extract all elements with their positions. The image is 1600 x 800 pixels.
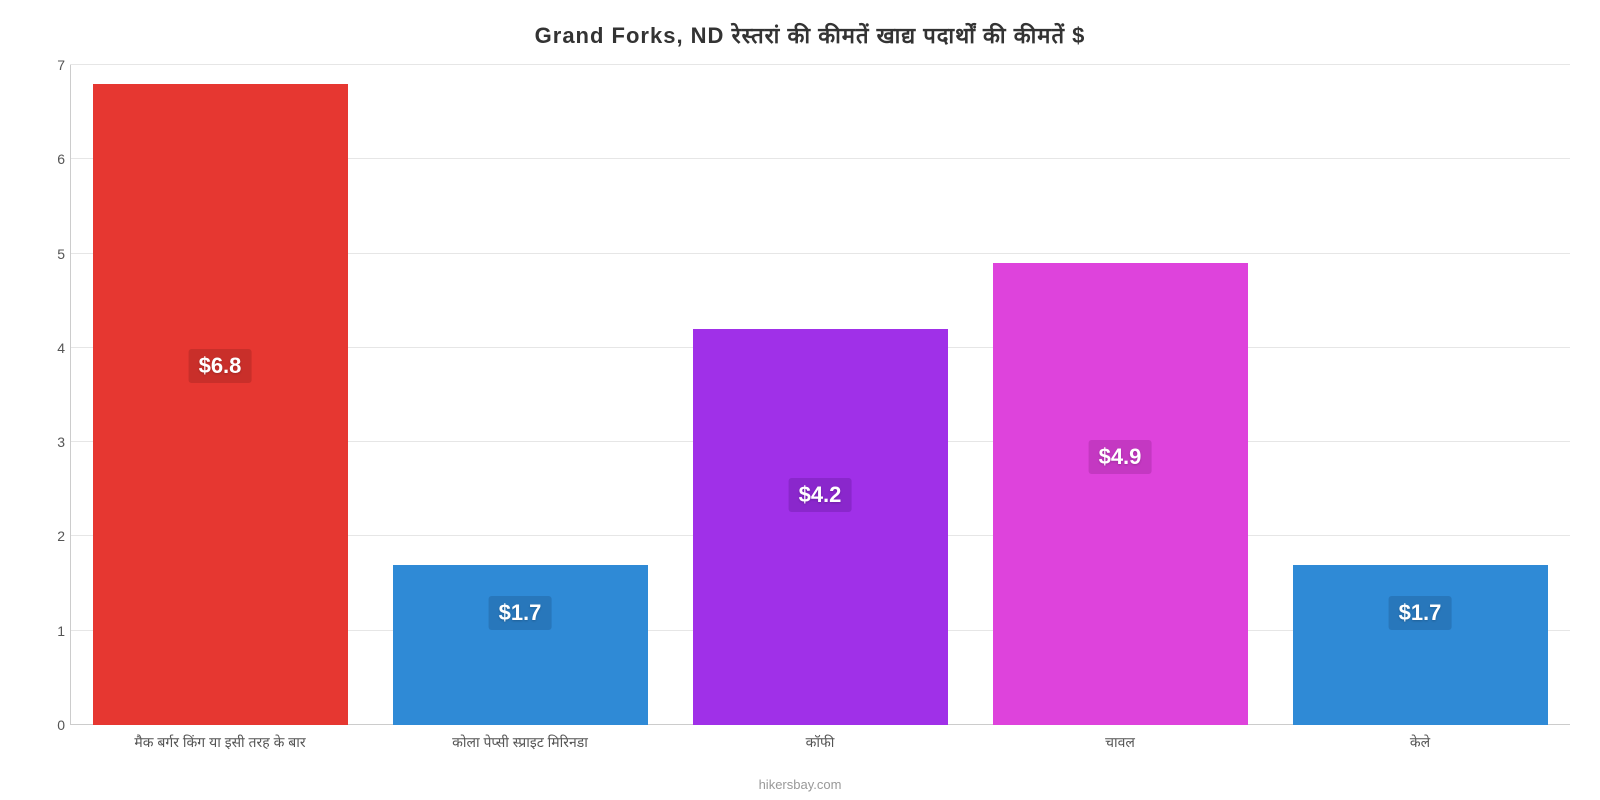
y-tick: 0 xyxy=(57,717,65,733)
plot-area: 01234567 $6.8मैक बर्गर किंग या इसी तरह क… xyxy=(70,65,1570,725)
price-chart: Grand Forks, ND रेस्तरां की कीमतें खाद्य… xyxy=(0,0,1600,800)
bar: $4.9 xyxy=(993,263,1248,725)
bar: $1.7 xyxy=(393,565,648,725)
bar-slot: $6.8मैक बर्गर किंग या इसी तरह के बार xyxy=(70,65,370,725)
bar: $1.7 xyxy=(1293,565,1548,725)
bar-slot: $4.9चावल xyxy=(970,65,1270,725)
y-tick: 3 xyxy=(57,434,65,450)
y-tick: 1 xyxy=(57,623,65,639)
value-label: $6.8 xyxy=(189,349,252,383)
title-location: Grand Forks, ND xyxy=(535,23,725,48)
bar-slot: $1.7कोला पेप्सी स्प्राइट मिरिनडा xyxy=(370,65,670,725)
bar: $6.8 xyxy=(93,84,348,725)
bar: $4.2 xyxy=(693,329,948,725)
category-label: केले xyxy=(1410,733,1430,752)
bar-slot: $4.2कॉफी xyxy=(670,65,970,725)
category-label: मैक बर्गर किंग या इसी तरह के बार xyxy=(134,733,305,752)
bars-group: $6.8मैक बर्गर किंग या इसी तरह के बार$1.7… xyxy=(70,65,1570,725)
value-label: $4.9 xyxy=(1089,440,1152,474)
title-description: रेस्तरां की कीमतें खाद्य पदार्थों की कीम… xyxy=(732,23,1086,48)
bar-slot: $1.7केले xyxy=(1270,65,1570,725)
attribution: hikersbay.com xyxy=(759,777,842,792)
y-axis: 01234567 xyxy=(40,65,70,725)
category-label: कोला पेप्सी स्प्राइट मिरिनडा xyxy=(452,733,588,752)
y-tick: 5 xyxy=(57,246,65,262)
y-tick: 2 xyxy=(57,528,65,544)
category-label: चावल xyxy=(1105,733,1135,752)
value-label: $4.2 xyxy=(789,478,852,512)
y-tick: 6 xyxy=(57,151,65,167)
y-tick: 4 xyxy=(57,340,65,356)
value-label: $1.7 xyxy=(489,596,552,630)
category-label: कॉफी xyxy=(806,733,835,752)
value-label: $1.7 xyxy=(1389,596,1452,630)
chart-title: Grand Forks, ND रेस्तरां की कीमतें खाद्य… xyxy=(50,20,1570,50)
y-tick: 7 xyxy=(57,57,65,73)
